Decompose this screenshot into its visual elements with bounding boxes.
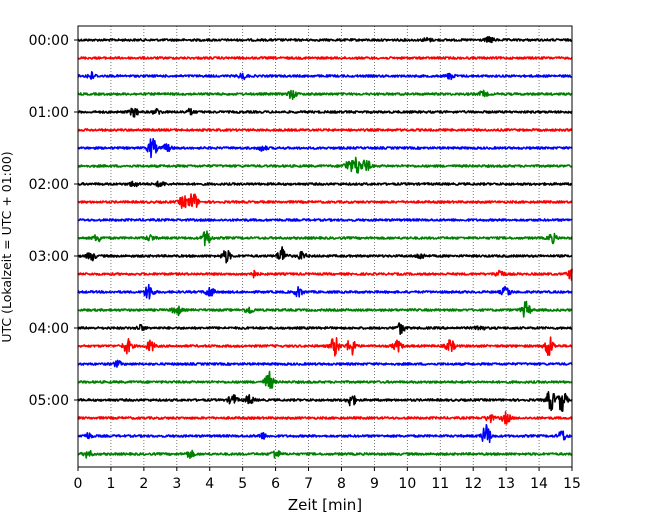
trace-0000	[77, 35, 573, 44]
trace-0200	[77, 180, 573, 188]
y-axis-label: UTC (Lokalzeit = UTC + 01:00)	[0, 151, 14, 342]
plot-frame	[77, 25, 573, 468]
trace-0215	[77, 193, 573, 209]
trace-0115	[77, 128, 573, 132]
trace-0245	[77, 230, 573, 247]
trace-0445	[77, 370, 573, 389]
trace-0100	[77, 107, 573, 118]
trace-0145	[77, 156, 573, 174]
y-tick-label: 05:00	[29, 393, 69, 409]
x-tick-label: 10	[398, 476, 416, 492]
trace-0515	[77, 410, 573, 425]
x-tick-label: 12	[464, 476, 482, 492]
x-axis-ticks: 0 1 2 3 4 5 6 7 8 9 10 11 12 13 14 15	[74, 467, 581, 492]
x-tick-label: 3	[172, 476, 181, 492]
y-axis-ticks: 00:00 01:00 02:00 03:00 04:00 05:00	[29, 33, 78, 409]
trace-0015	[77, 56, 573, 60]
trace-0500	[77, 391, 573, 413]
trace-0330	[77, 283, 573, 300]
x-tick-label: 7	[304, 476, 313, 492]
trace-0130	[77, 137, 573, 159]
x-tick-label: 4	[205, 476, 214, 492]
trace-0045	[77, 89, 573, 101]
trace-rows	[77, 35, 573, 460]
x-tick-label: 6	[271, 476, 280, 492]
trace-0415	[77, 336, 573, 357]
x-tick-label: 14	[530, 476, 548, 492]
y-tick-label: 03:00	[29, 249, 69, 265]
y-tick-label: 04:00	[29, 321, 69, 337]
x-tick-label: 15	[563, 476, 581, 492]
trace-0400	[77, 322, 573, 336]
trace-0430	[77, 359, 573, 368]
x-tick-label: 1	[106, 476, 115, 492]
trace-0230	[77, 218, 573, 222]
x-tick-label: 5	[238, 476, 247, 492]
x-tick-label: 2	[139, 476, 148, 492]
y-tick-label: 01:00	[29, 105, 69, 121]
trace-0030	[77, 71, 573, 81]
x-tick-label: 8	[337, 476, 346, 492]
trace-0315	[77, 268, 573, 281]
x-tick-label: 11	[431, 476, 449, 492]
x-axis-label: Zeit [min]	[288, 496, 362, 514]
y-tick-label: 02:00	[29, 177, 69, 193]
trace-0300	[77, 246, 573, 264]
trace-0345	[77, 300, 573, 318]
x-tick-label: 13	[497, 476, 515, 492]
trace-0545	[77, 449, 573, 460]
x-tick-label: 0	[74, 476, 83, 492]
y-tick-label: 00:00	[29, 33, 69, 49]
trace-0530	[77, 423, 573, 444]
x-tick-label: 9	[370, 476, 379, 492]
